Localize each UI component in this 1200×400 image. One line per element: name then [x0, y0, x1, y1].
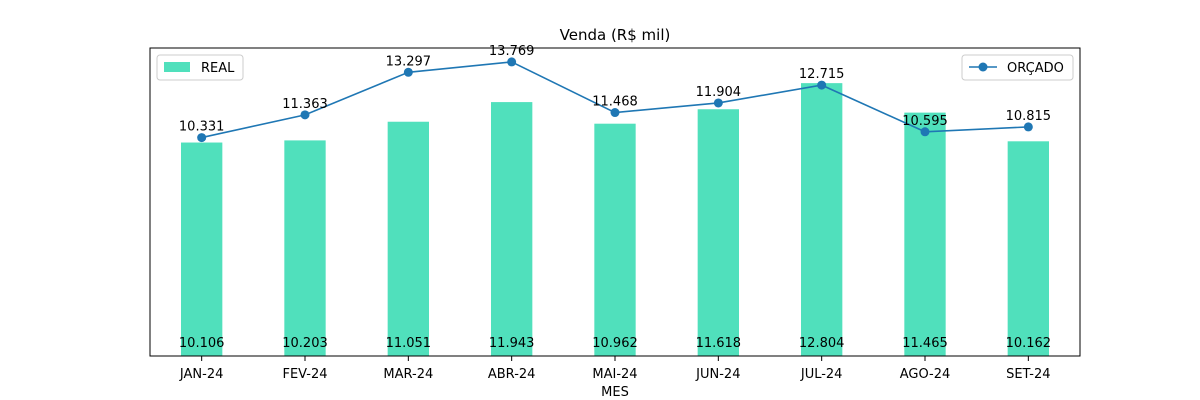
point-orcado-set-24 — [1023, 122, 1033, 132]
x-tick-label: FEV-24 — [282, 367, 327, 382]
legend-box — [961, 54, 1074, 81]
point-orcado-abr-24 — [507, 57, 517, 67]
legend-real: REAL — [156, 54, 244, 81]
bar-label-real: 11.465 — [902, 336, 948, 351]
x-tick-label: MAR-24 — [383, 367, 433, 382]
bar-label-real: 11.051 — [386, 336, 432, 351]
bar-real-ago-24 — [904, 112, 946, 357]
legend-marker-orcado — [978, 62, 988, 72]
bar-series-real: 10.106 10.203 11.051 11.943 10.962 11.618 12.8… — [179, 83, 1052, 357]
bar-label-real: 12.804 — [799, 336, 845, 351]
point-label-orcado: 12.715 — [799, 67, 845, 82]
bar-real-jun-24 — [697, 109, 739, 357]
bar-real-set-24 — [1007, 141, 1049, 356]
point-orcado-ago-24 — [920, 127, 930, 137]
point-label-orcado: 11.468 — [592, 95, 638, 110]
bar-label-real: 11.618 — [696, 336, 742, 351]
bar-label-real: 10.106 — [179, 336, 225, 351]
chart-title: Venda (R$ mil) — [560, 26, 671, 44]
point-label-orcado: 13.769 — [489, 44, 535, 59]
line-series-orcado: 10.331 11.363 13.297 13.769 11.468 11.904 12.7… — [179, 44, 1052, 143]
bar-label-real: 10.962 — [592, 336, 638, 351]
legend-orcado: ORÇADO — [961, 54, 1074, 81]
bar-real-abr-24 — [491, 102, 533, 356]
x-axis: JAN-24 FEV-24 MAR-24 ABR-24 MAI-24 JUN-24 JUL-… — [179, 356, 1051, 382]
x-tick-label: ABR-24 — [488, 367, 536, 382]
bar-real-mai-24 — [594, 123, 636, 356]
legend-label-orcado: ORÇADO — [1007, 61, 1064, 76]
x-axis-label: MES — [601, 385, 629, 400]
bar-label-real: 10.203 — [282, 336, 328, 351]
x-tick-label: AGO-24 — [900, 367, 951, 382]
point-orcado-mai-24 — [610, 108, 620, 118]
point-orcado-jul-24 — [817, 80, 827, 90]
legend-box — [156, 54, 244, 81]
point-orcado-fev-24 — [300, 110, 310, 120]
point-label-orcado: 10.331 — [179, 120, 225, 135]
bar-label-real: 10.162 — [1006, 336, 1052, 351]
point-orcado-mar-24 — [403, 67, 413, 77]
point-orcado-jun-24 — [713, 98, 723, 108]
x-tick-label: SET-24 — [1006, 367, 1050, 382]
point-label-orcado: 10.595 — [902, 114, 948, 129]
x-tick-label: JUN-24 — [695, 367, 740, 382]
legend-label-real: REAL — [201, 61, 235, 76]
point-orcado-jan-24 — [197, 133, 207, 143]
legend-swatch-real — [164, 62, 190, 72]
x-tick-label: JUL-24 — [800, 367, 843, 382]
x-tick-label: MAI-24 — [592, 367, 637, 382]
bar-real-mar-24 — [387, 121, 429, 356]
point-label-orcado: 10.815 — [1006, 109, 1052, 124]
bar-real-fev-24 — [284, 140, 326, 356]
x-tick-label: JAN-24 — [179, 367, 223, 382]
bar-label-real: 11.943 — [489, 336, 535, 351]
point-label-orcado: 11.904 — [696, 85, 742, 100]
point-label-orcado: 11.363 — [282, 97, 328, 112]
point-label-orcado: 13.297 — [386, 54, 432, 69]
bar-real-jan-24 — [181, 142, 223, 356]
bar-real-jul-24 — [801, 83, 843, 357]
